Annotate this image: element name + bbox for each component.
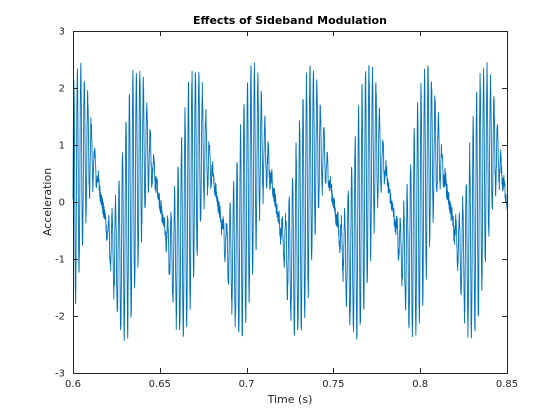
- y-tick-label: 2: [59, 84, 65, 95]
- y-tick-label: -1: [55, 255, 65, 266]
- x-tick-label: 0.6: [65, 379, 81, 390]
- x-tick-label: 0.8: [412, 379, 428, 390]
- y-tick-label: 0: [59, 198, 65, 209]
- plot-area: [73, 31, 507, 373]
- y-tick-label: -3: [55, 369, 65, 380]
- chart-title: Effects of Sideband Modulation: [193, 14, 387, 27]
- y-tick-label: 1: [59, 141, 65, 152]
- series-layer: [72, 62, 508, 341]
- x-tick-label: 0.65: [149, 379, 171, 390]
- tick-layer: 0.6 0.65 0.7 0.75 0.8 0.85 -3 -2 -1 0 1 2 3: [55, 27, 518, 391]
- acceleration-line: [72, 62, 508, 341]
- y-tick-label: 3: [59, 27, 65, 38]
- x-tick-label: 0.85: [496, 379, 518, 390]
- x-tick-label: 0.75: [322, 379, 344, 390]
- x-tick-label: 0.7: [239, 379, 255, 390]
- y-axis-label: Acceleration: [41, 168, 54, 236]
- x-axis-label: Time (s): [267, 393, 313, 406]
- y-tick-label: -2: [55, 312, 65, 323]
